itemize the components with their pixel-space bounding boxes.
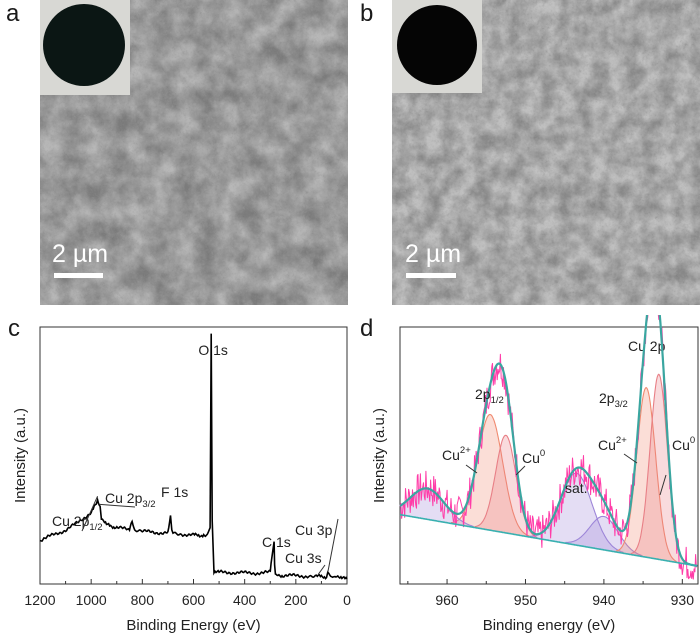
scale-bar-label-a: 2 µm <box>52 240 109 268</box>
scale-bar-b <box>406 273 456 278</box>
peak-label-o1s: O 1s <box>198 342 228 358</box>
arrow-cu2plus-32 <box>623 453 638 464</box>
baseline-line <box>399 513 698 567</box>
electrode-disc-a <box>43 4 125 86</box>
panel-label-c: c <box>8 315 20 342</box>
label-cu0-32: Cu0 <box>672 435 695 453</box>
survey-spectrum-line <box>39 333 348 580</box>
x-tick-label-c: 800 <box>131 592 155 608</box>
arrow-cu2p32 <box>99 503 136 508</box>
peak-label-c1s: C 1s <box>262 534 291 550</box>
arrow-cu3p <box>327 518 339 573</box>
scale-bar-label-b: 2 µm <box>405 240 462 268</box>
fit-component-line <box>565 515 643 557</box>
panel-label-b: b <box>360 0 374 27</box>
sem-image-b: 2 µm <box>392 0 700 305</box>
peak-label-cu2p32: Cu 2p3/2 <box>105 490 156 510</box>
y-axis-label-c: Intensity (a.u.) <box>12 408 29 503</box>
label-cu2plus-12: Cu2+ <box>442 445 471 463</box>
label-cu0-12: Cu0 <box>522 448 545 466</box>
x-tick-label-c: 1000 <box>76 592 107 608</box>
label-cu2plus-32: Cu2+ <box>598 435 627 453</box>
arrow-cu2p12 <box>81 495 99 532</box>
arrow-cu3s <box>317 564 326 575</box>
label-2p32: 2p3/2 <box>599 390 628 410</box>
xps-survey-chart: 1200 1000 800 600 400 200 0 Binding Energy (eV)… <box>12 326 351 634</box>
plot-frame-c <box>39 326 348 585</box>
panel-label-a: a <box>6 0 20 27</box>
label-2p12: 2p1/2 <box>475 386 504 406</box>
fit-envelope-line <box>399 315 698 567</box>
fit-component-line <box>450 414 530 537</box>
fit-component-line <box>615 386 678 563</box>
x-tick-label-d: 950 <box>514 592 538 608</box>
photo-inset-a <box>40 0 130 95</box>
arrow-cu0-32 <box>659 474 667 496</box>
x-tick-label-d: 930 <box>671 592 695 608</box>
x-tick-label-c: 200 <box>284 592 308 608</box>
xps-cu2p-chart: 960 950 940 930 Binding energy (eV) Intensity… <box>371 315 699 634</box>
photo-inset-b <box>392 0 482 93</box>
plot-frame-d <box>399 326 699 585</box>
x-tick-label-c: 400 <box>233 592 257 608</box>
x-tick-label-d: 960 <box>435 592 459 608</box>
x-tick-label-c: 600 <box>182 592 206 608</box>
arrow-cu0-12 <box>515 465 526 476</box>
peak-label-cu3p: Cu 3p <box>295 522 333 538</box>
label-sat: sat. <box>565 480 588 496</box>
sem-image-a: 2 µm <box>40 0 348 305</box>
peak-label-cu3s: Cu 3s <box>285 550 322 566</box>
panel-label-d: d <box>360 315 374 342</box>
sem-texture-b <box>392 0 700 305</box>
chart-title-d: Cu 2p <box>628 338 666 354</box>
x-axis-label-d: Binding energy (eV) <box>483 617 616 634</box>
fit-component-fill <box>529 473 624 554</box>
x-axis-label-c: Binding Energy (eV) <box>126 617 260 634</box>
scale-bar-a <box>54 273 103 278</box>
x-tick-label-c: 0 <box>343 592 351 608</box>
x-tick-label-c: 1200 <box>24 592 55 608</box>
peak-label-f1s: F 1s <box>161 484 188 500</box>
y-axis-label-d: Intensity (a.u.) <box>371 408 388 503</box>
peak-label-cu2p12: Cu 2p1/2 <box>52 513 103 533</box>
electrode-disc-b <box>397 5 477 85</box>
arrow-cu2plus-12 <box>465 464 478 474</box>
fit-component-fill <box>474 435 538 539</box>
x-tick-label-d: 940 <box>592 592 616 608</box>
